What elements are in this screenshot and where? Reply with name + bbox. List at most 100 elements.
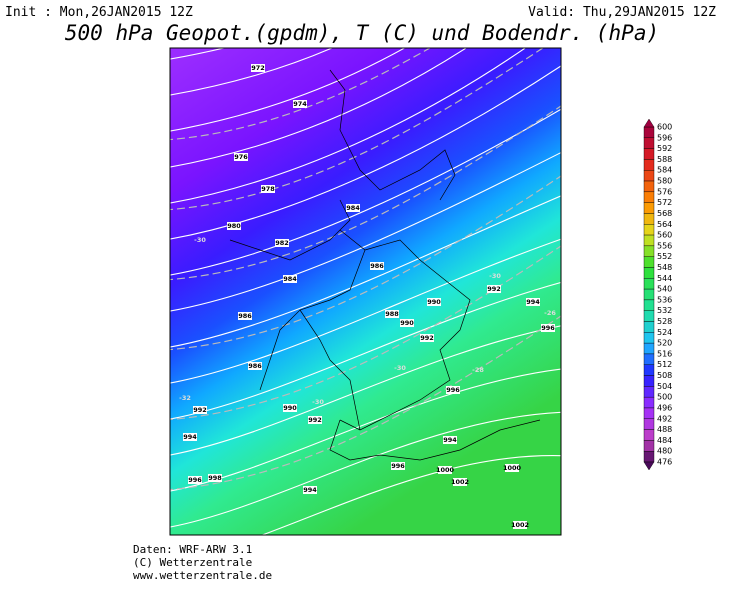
colorbar-box [643, 353, 655, 365]
isobar-label: 986 [238, 312, 252, 320]
isobar [170, 48, 468, 168]
label-box [443, 436, 457, 444]
isobar-label: 1000 [436, 466, 455, 474]
temperature-label: -30 [489, 272, 501, 280]
colorbar-box [643, 126, 655, 139]
colorbar-label: 508 [657, 371, 672, 380]
colorbar-label: 556 [657, 241, 672, 250]
colorbar-box [643, 170, 655, 182]
label-box [453, 478, 467, 486]
colorbar-label: 568 [657, 209, 672, 218]
colorbar-box [643, 267, 655, 279]
isobar-label: 986 [248, 362, 262, 370]
isobar-label: 990 [400, 319, 414, 327]
isobar [170, 48, 527, 204]
isobar-label: 1002 [451, 478, 469, 486]
colorbar-cap [643, 461, 655, 471]
colorbar-label: 504 [657, 382, 672, 391]
colorbar-label: 484 [657, 436, 672, 445]
label-box [303, 486, 317, 494]
borders [229, 69, 541, 461]
colorbar-box [643, 191, 655, 203]
colorbar-label: 600 [657, 123, 672, 132]
isobar-label: 992 [487, 285, 501, 293]
colorbar-label: 480 [657, 447, 672, 456]
label-box [526, 298, 540, 306]
colorbar-box [643, 288, 655, 301]
isobar [170, 238, 561, 384]
isobar-label: 978 [261, 185, 275, 193]
colorbar-label: 512 [657, 360, 672, 369]
temperature-label: -30 [194, 236, 206, 244]
label-box [346, 204, 360, 212]
isobar-label: 986 [370, 262, 384, 270]
isobar [260, 454, 561, 535]
label-box [420, 334, 434, 342]
label-box [251, 64, 265, 72]
colorbar-label: 524 [657, 328, 672, 337]
colorbar-box [643, 256, 655, 268]
colorbar-cap [643, 118, 655, 128]
label-box [427, 298, 441, 306]
isobar-label: 984 [283, 275, 297, 283]
footer-line: Daten: WRF-ARW 3.1 [133, 543, 252, 556]
label-box [183, 433, 197, 441]
label-box [248, 362, 262, 370]
isobar-label: 990 [283, 404, 297, 412]
label-box [438, 466, 452, 474]
isobar-label: 996 [391, 462, 405, 470]
isobar-label: 972 [251, 64, 265, 72]
isobar-label: 992 [193, 406, 207, 414]
isobar [170, 108, 561, 276]
colorbar-box [643, 429, 655, 441]
isotherm [170, 48, 432, 141]
colorbar-box [643, 224, 655, 236]
isobar [170, 281, 561, 420]
isobar-label: 994 [303, 486, 317, 494]
label-box [275, 239, 289, 247]
colorbar-box [643, 375, 655, 387]
label-box [293, 100, 307, 108]
isobar-label: 1000 [503, 464, 522, 472]
label-box [487, 285, 501, 293]
isotherm [170, 105, 561, 281]
colorbar-box [643, 396, 655, 409]
colorbar-box [643, 245, 655, 257]
temperature-label: -28 [472, 366, 484, 374]
label-box [261, 185, 275, 193]
colorbar-box [643, 440, 655, 452]
colorbar-box [643, 321, 655, 333]
colorbar-label: 592 [657, 144, 672, 153]
colorbar-box [643, 137, 655, 149]
label-box [391, 462, 405, 470]
colorbar-box [643, 407, 655, 419]
temperature-label: -26 [544, 309, 556, 317]
map-title: 500 hPa Geopot.(gpdm), T (C) und Bodendr… [65, 21, 659, 45]
temperature-label: -30 [394, 364, 406, 372]
isobar-label: 974 [293, 100, 307, 108]
isotherm [170, 315, 561, 491]
isobar [170, 48, 334, 96]
colorbar-label: 528 [657, 317, 672, 326]
init-time: Init : Mon,26JAN2015 12Z [5, 5, 193, 20]
label-box [446, 386, 460, 394]
isobar-label: 994 [443, 436, 457, 444]
isobar-label: 994 [183, 433, 197, 441]
colorbar-box [643, 159, 655, 171]
isobar-label: 984 [346, 204, 360, 212]
label-box [283, 404, 297, 412]
isobar [170, 48, 227, 60]
isobar [170, 195, 561, 348]
isobar-label: 1002 [511, 521, 529, 529]
isobar [170, 151, 561, 312]
colorbar-label: 476 [657, 458, 672, 467]
colorbar-box [643, 332, 655, 344]
colorbar-box [643, 202, 655, 214]
label-box [370, 262, 384, 270]
colorbar-label: 596 [657, 133, 672, 142]
temperature-label: -32 [179, 394, 191, 402]
colorbar-box [643, 364, 655, 376]
